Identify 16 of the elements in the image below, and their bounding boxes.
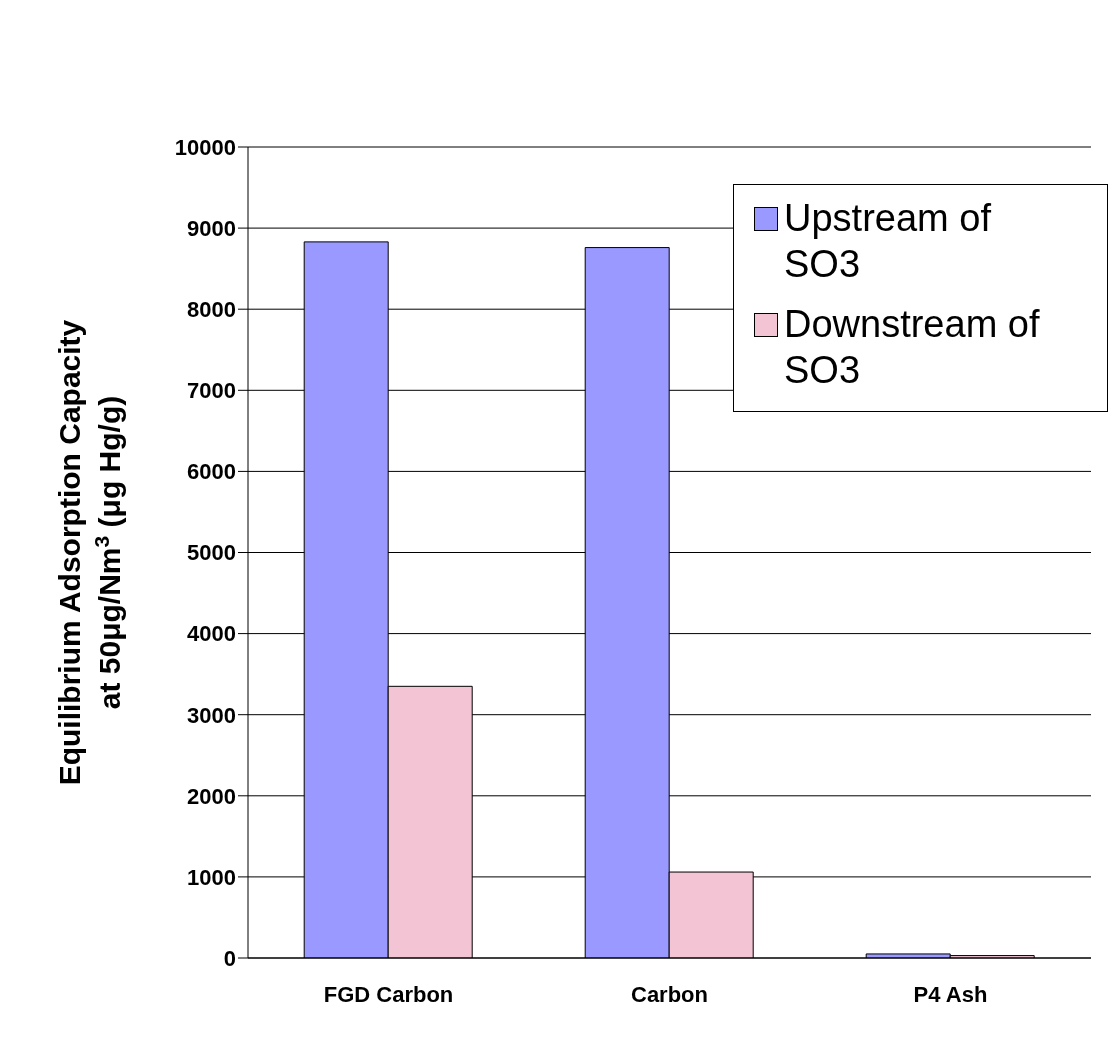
- x-tick-label: Carbon: [631, 981, 708, 1007]
- legend-label: Downstream of SO3: [784, 302, 1041, 393]
- y-tick-label: 1000: [187, 864, 236, 890]
- y-tick-label: 7000: [187, 378, 236, 404]
- y-tick-label: 0: [223, 945, 236, 971]
- x-tick-label: P4 Ash: [913, 981, 988, 1007]
- y-tick-label: 4000: [187, 621, 236, 647]
- legend-label: Upstream of SO3: [784, 196, 992, 287]
- y-tick-label: 9000: [187, 215, 236, 241]
- x-tick-label: FGD Carbon: [323, 981, 454, 1007]
- y-tick-label: 8000: [187, 297, 236, 323]
- y-tick-label: 2000: [187, 783, 236, 809]
- y-tick-label: 6000: [187, 459, 236, 485]
- y-tick-label: 5000: [187, 540, 236, 566]
- y-tick-label: 10000: [174, 134, 236, 160]
- y-tick-label: 3000: [187, 702, 236, 728]
